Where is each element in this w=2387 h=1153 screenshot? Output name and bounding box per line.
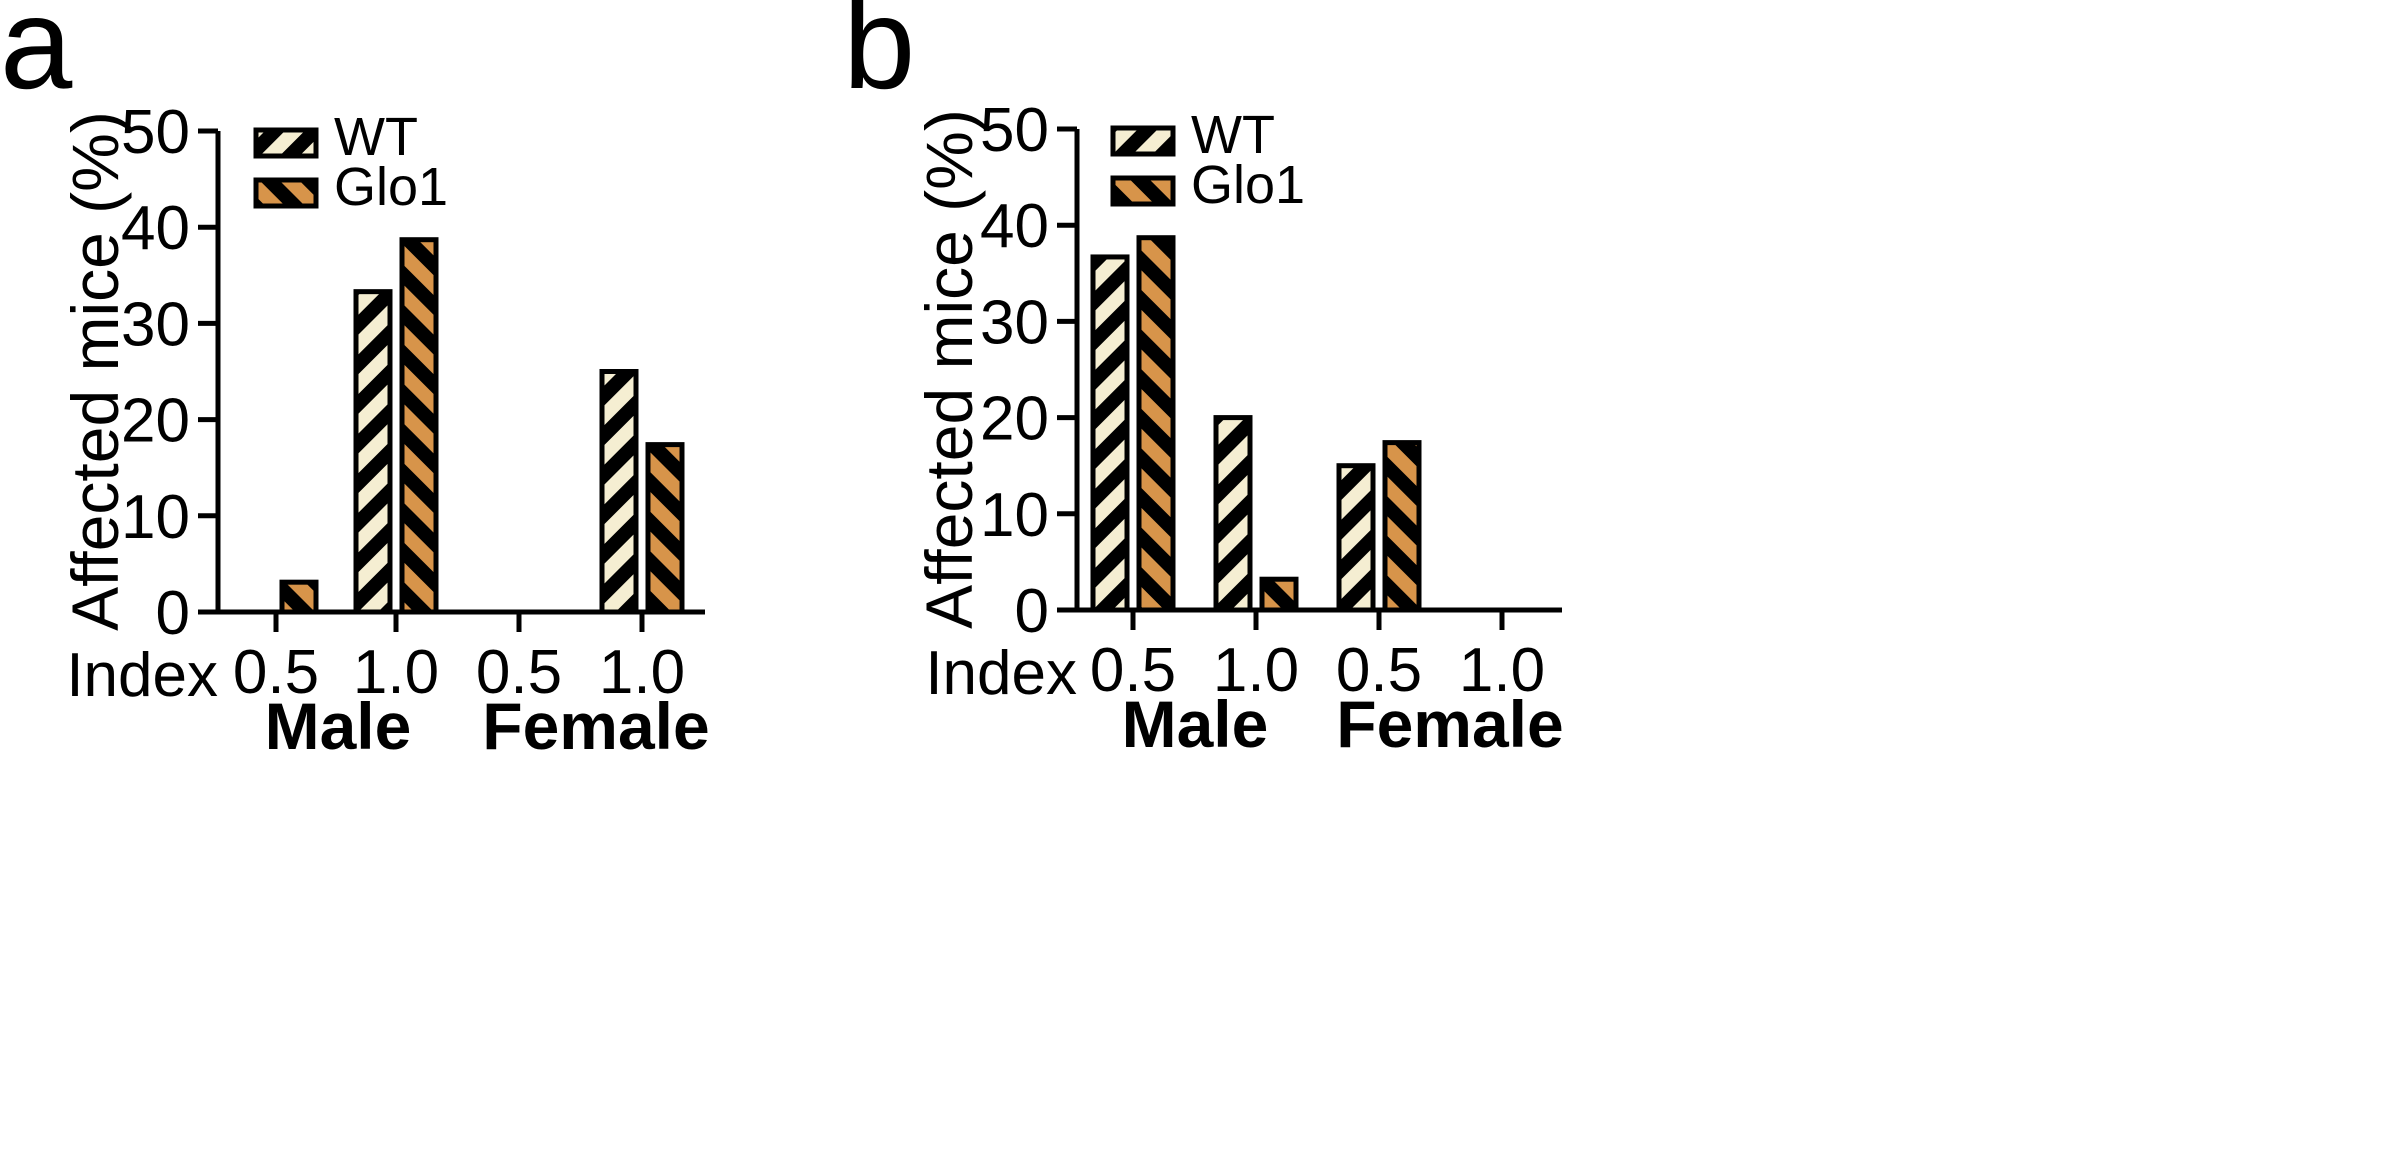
- x-category-label: 0.5: [1336, 636, 1422, 705]
- y-tick-label: 10: [121, 483, 190, 552]
- bar-glo1: [645, 442, 685, 615]
- x-category-label: 0.5: [233, 638, 319, 707]
- legend-label-wt: WT: [1191, 105, 1275, 165]
- bar-glo1: [1382, 440, 1422, 613]
- bar-wt: [1090, 254, 1130, 613]
- x-category-label: 1.0: [1459, 636, 1545, 705]
- bar-wt: [1213, 415, 1253, 613]
- bar-glo1: [399, 237, 439, 615]
- bar-wt: [353, 289, 393, 615]
- bar-glo1: [279, 579, 319, 615]
- y-tick-label: 0: [156, 579, 190, 648]
- y-tick-label: 20: [121, 387, 190, 456]
- legend-label-glo1: Glo1: [1191, 155, 1305, 215]
- y-tick-label: 20: [980, 385, 1049, 454]
- bar-glo1: [1136, 235, 1176, 613]
- y-tick-label: 50: [121, 98, 190, 167]
- group-label: Female: [482, 689, 709, 763]
- legend-swatch-wt: [253, 127, 319, 159]
- x-category-label: 0.5: [476, 638, 562, 707]
- x-category-label: 1.0: [353, 638, 439, 707]
- index-row-label: Index: [925, 639, 1077, 708]
- legend-label-wt: WT: [334, 107, 418, 167]
- x-category-label: 1.0: [1213, 636, 1299, 705]
- bar-wt: [1336, 463, 1376, 613]
- panel-letter: a: [0, 0, 73, 116]
- y-axis-title: Affected mice (%): [58, 111, 132, 631]
- legend-swatch-glo1: [1110, 175, 1176, 207]
- x-category-label: 0.5: [1090, 636, 1176, 705]
- bars: [279, 237, 685, 615]
- index-row-label: Index: [66, 641, 218, 710]
- panel-letter: b: [843, 0, 915, 116]
- y-tick-label: 30: [980, 288, 1049, 357]
- y-tick-label: 0: [1015, 577, 1049, 646]
- legend-swatch-glo1: [253, 177, 319, 209]
- group-label: Male: [265, 689, 412, 763]
- group-label: Female: [1336, 687, 1563, 761]
- bar-wt: [599, 369, 639, 615]
- x-category-label: 1.0: [599, 638, 685, 707]
- y-tick-label: 40: [980, 192, 1049, 261]
- legend-swatch-wt: [1110, 125, 1176, 157]
- y-axis-title: Affected mice (%): [912, 109, 986, 629]
- y-tick-label: 10: [980, 481, 1049, 550]
- group-label: Male: [1122, 687, 1269, 761]
- y-tick-label: 40: [121, 194, 190, 263]
- bar-glo1: [1259, 576, 1299, 613]
- legend-label-glo1: Glo1: [334, 157, 448, 217]
- bars: [1090, 235, 1422, 613]
- y-tick-label: 30: [121, 290, 190, 359]
- y-tick-label: 50: [980, 96, 1049, 165]
